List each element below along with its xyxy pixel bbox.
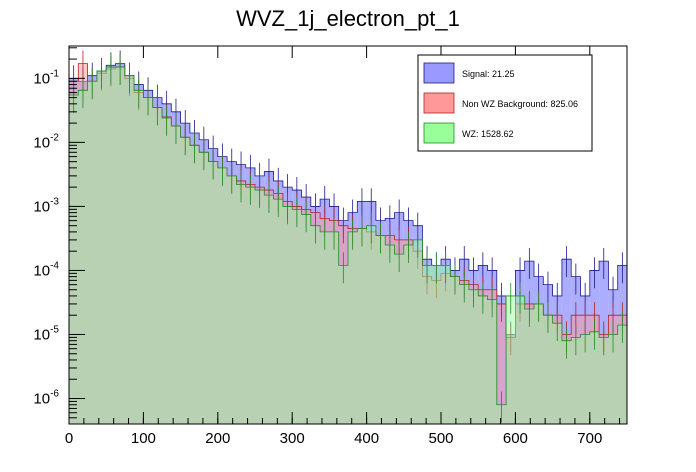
bar-2-24: [292, 209, 302, 424]
legend-swatch-2: [423, 122, 455, 144]
bar-2-56: [589, 331, 600, 424]
y-tick-label-3: 10-3: [33, 196, 59, 215]
y-tick-label-0: 10-6: [33, 389, 59, 408]
bar-2-57: [599, 337, 609, 424]
bar-2-10: [162, 118, 172, 424]
bar-2-16: [217, 167, 228, 425]
bar-2-32: [366, 225, 376, 424]
x-tick-label-0: 0: [65, 430, 73, 447]
bar-2-40: [441, 265, 451, 424]
bar-2-21: [264, 195, 274, 424]
plot-frame: [68, 45, 628, 425]
legend: Signal: 21.25 Non WZ Background: 825.06 WZ…: [417, 54, 593, 152]
bar-2-59: [617, 325, 627, 424]
bar-2-50: [534, 303, 544, 424]
x-tick-label-1: 100: [131, 430, 156, 447]
bar-2-15: [208, 161, 218, 424]
series-2: [69, 54, 627, 425]
bar-2-54: [571, 337, 581, 424]
bar-2-55: [580, 334, 590, 424]
x-tick-label-5: 500: [428, 430, 453, 447]
bar-2-22: [273, 199, 283, 424]
bar-2-42: [459, 284, 469, 424]
y-tick-label-5: 10-1: [33, 68, 59, 87]
y-tick-label-1: 10-5: [33, 324, 59, 343]
y-tick-label-2: 10-4: [33, 260, 59, 279]
legend-swatch-1: [423, 92, 455, 114]
bar-2-13: [189, 145, 200, 424]
bar-2-39: [431, 265, 441, 424]
plot-area: [69, 50, 627, 425]
bar-2-19: [245, 187, 255, 424]
bar-2-23: [282, 206, 293, 424]
bar-2-43: [468, 289, 479, 424]
bar-2-31: [357, 228, 367, 424]
bar-2-0: [69, 94, 79, 424]
bar-2-48: [515, 295, 525, 424]
bar-1-46: [496, 303, 507, 424]
bar-2-1: [78, 90, 88, 424]
y-tick-label-4: 10-2: [33, 132, 59, 151]
bar-2-5: [115, 67, 125, 424]
bar-2-27: [320, 231, 330, 424]
bar-2-6: [124, 75, 135, 424]
bar-2-12: [180, 137, 190, 424]
bar-2-35: [394, 254, 404, 424]
bar-2-25: [301, 214, 311, 424]
bar-2-53: [561, 340, 572, 424]
bar-2-14: [199, 152, 209, 425]
x-tick-label-6: 600: [503, 430, 528, 447]
series-outline-0: [69, 63, 627, 335]
bar-2-4: [106, 67, 116, 424]
bar-2-34: [385, 244, 395, 424]
bar-2-51: [543, 315, 553, 424]
x-tick-label-3: 300: [280, 430, 305, 447]
axes: 0 100 200 300 400 500 600 700 10-6 10-5 10-4 10-3 10…: [33, 45, 628, 447]
bar-2-30: [348, 231, 358, 424]
bar-2-37: [413, 239, 423, 424]
bar-2-28: [329, 231, 339, 424]
bar-2-26: [310, 225, 321, 424]
bar-2-9: [152, 107, 162, 424]
bar-2-36: [403, 244, 414, 424]
bar-2-17: [227, 175, 237, 424]
bar-2-45: [487, 299, 497, 424]
bar-2-11: [171, 126, 181, 424]
legend-label-0: Signal: 21.25: [462, 69, 515, 79]
bar-2-49: [524, 309, 534, 424]
bar-2-2: [87, 81, 97, 424]
series-outline-2: [69, 66, 627, 406]
bar-2-18: [236, 184, 246, 424]
bar-2-38: [422, 265, 432, 424]
x-tick-label-2: 200: [205, 430, 230, 447]
legend-swatch-0: [423, 62, 455, 84]
chart-title: WVZ_1j_electron_pt_1: [236, 6, 460, 31]
bar-2-33: [375, 235, 386, 424]
bar-2-44: [478, 295, 488, 424]
bar-2-52: [552, 323, 562, 424]
bar-2-8: [143, 97, 153, 425]
bar-2-47: [506, 295, 516, 424]
bar-2-29: [338, 265, 348, 424]
legend-label-2: WZ: 1528.62: [462, 129, 514, 139]
bar-2-3: [96, 71, 107, 425]
bar-2-41: [450, 276, 460, 424]
legend-label-1: Non WZ Background: 825.06: [462, 99, 578, 109]
x-tick-label-4: 400: [354, 430, 379, 447]
bar-2-20: [255, 190, 265, 424]
bar-2-58: [608, 334, 618, 424]
x-tick-label-7: 700: [577, 430, 602, 447]
bar-2-7: [134, 90, 144, 424]
